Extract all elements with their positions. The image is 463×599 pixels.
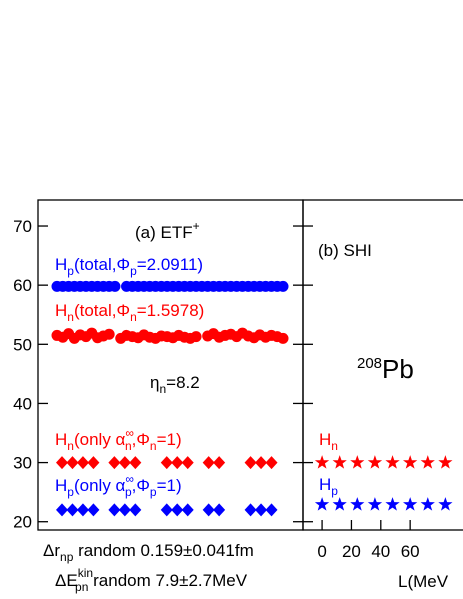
- point: [76, 503, 89, 517]
- annotation: ΔEkin pn random 7.9±2.7MeV: [55, 566, 248, 594]
- point: [66, 456, 79, 470]
- point: [350, 497, 365, 511]
- point: [244, 456, 257, 470]
- point: [202, 503, 215, 517]
- point: [265, 456, 278, 470]
- series-label: Hn(total,Φn=1.5978): [55, 301, 204, 324]
- x-tick-label: 60: [401, 542, 420, 561]
- y-tick-label: 70: [13, 217, 32, 236]
- point: [108, 503, 121, 517]
- annotation: Δrnp random 0.159±0.041fm: [43, 541, 254, 564]
- annotation: ηn=8.2: [150, 373, 200, 396]
- point: [160, 503, 173, 517]
- x-tick-label: 20: [342, 542, 361, 561]
- x-tick-label: 0: [317, 542, 326, 561]
- point: [171, 503, 184, 517]
- y-tick-label: 60: [13, 276, 32, 295]
- point: [438, 497, 453, 511]
- point: [213, 456, 226, 470]
- panel-b: [314, 455, 453, 511]
- point: [350, 455, 365, 469]
- point: [314, 497, 330, 511]
- series-label: Hp(only α∞ p,Φp=1): [55, 472, 182, 499]
- series-label: Hn: [319, 430, 338, 453]
- point: [56, 456, 68, 470]
- annotation: 208Pb: [357, 354, 414, 384]
- point: [332, 497, 347, 511]
- point: [420, 497, 435, 511]
- point: [171, 456, 184, 470]
- series-label: Hn(only α∞ n,Φn=1): [55, 426, 182, 453]
- point: [87, 503, 100, 517]
- point: [255, 456, 268, 470]
- y-tick-label: 40: [13, 394, 32, 413]
- point: [109, 280, 121, 292]
- point: [255, 503, 268, 517]
- point: [202, 456, 215, 470]
- point: [181, 503, 194, 517]
- y-tick-label: 20: [13, 513, 32, 532]
- point: [56, 503, 68, 517]
- point: [438, 455, 453, 469]
- x-tick-label: 40: [371, 542, 390, 561]
- point: [314, 455, 330, 469]
- panel-title: (a) ETF+: [135, 219, 200, 242]
- point: [213, 503, 226, 517]
- point: [403, 497, 418, 511]
- point: [403, 455, 418, 469]
- point: [367, 497, 383, 511]
- point: [420, 455, 435, 469]
- point: [385, 497, 400, 511]
- point: [76, 456, 89, 470]
- point: [118, 456, 131, 470]
- point: [277, 280, 289, 292]
- point: [66, 503, 79, 517]
- point: [129, 456, 142, 470]
- series-label: Hp(total,Φp=2.0911): [55, 255, 203, 278]
- point: [160, 456, 173, 470]
- point: [244, 503, 257, 517]
- panel-title: (b) SHI: [318, 241, 372, 260]
- point: [108, 456, 121, 470]
- point: [118, 503, 131, 517]
- panel-a: [51, 280, 289, 517]
- point: [181, 456, 194, 470]
- y-tick-label: 50: [13, 335, 32, 354]
- point: [265, 503, 278, 517]
- point: [190, 331, 202, 343]
- point: [87, 456, 100, 470]
- x-axis-label: L(MeV: [398, 572, 449, 591]
- point: [129, 503, 142, 517]
- point: [277, 332, 289, 344]
- point: [332, 455, 347, 469]
- series-label: Hp: [319, 475, 338, 498]
- point: [385, 455, 400, 469]
- point: [103, 328, 115, 340]
- y-tick-label: 30: [13, 454, 32, 473]
- point: [367, 455, 383, 469]
- panel-b-frame: [302, 199, 463, 531]
